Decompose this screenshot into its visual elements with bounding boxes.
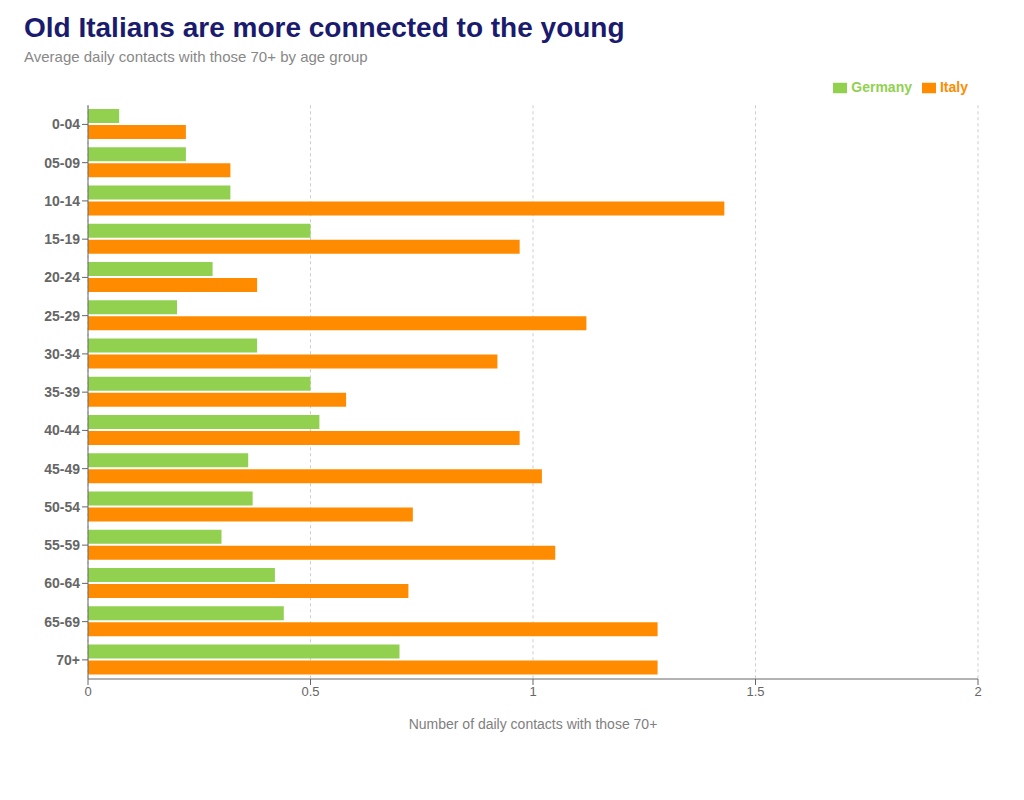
svg-text:50-54: 50-54 bbox=[44, 499, 80, 515]
html-text:Italy: Italy bbox=[940, 79, 968, 95]
svg-text:20-24: 20-24 bbox=[44, 269, 80, 285]
svg-text:05-09: 05-09 bbox=[44, 155, 80, 171]
svg-text:1: 1 bbox=[529, 684, 536, 699]
html-text:Germany: Germany bbox=[851, 79, 912, 95]
svg-text:0: 0 bbox=[84, 684, 91, 699]
svg-text:55-59: 55-59 bbox=[44, 537, 80, 553]
html-text:Old Italians are more connecte: Old Italians are more connected to the y… bbox=[24, 12, 625, 43]
svg-text:60-64: 60-64 bbox=[44, 575, 80, 591]
svg-text:15-19: 15-19 bbox=[44, 231, 80, 247]
html-text:Average daily contacts with th: Average daily contacts with those 70+ by… bbox=[24, 48, 368, 65]
svg-text:40-44: 40-44 bbox=[44, 422, 80, 438]
svg-text:70+: 70+ bbox=[56, 652, 80, 668]
svg-text:2: 2 bbox=[974, 684, 981, 699]
svg-text:10-14: 10-14 bbox=[44, 193, 80, 209]
svg-text:1.5: 1.5 bbox=[746, 684, 764, 699]
svg-text:0.5: 0.5 bbox=[301, 684, 319, 699]
svg-text:30-34: 30-34 bbox=[44, 346, 80, 362]
svg-text:35-39: 35-39 bbox=[44, 384, 80, 400]
svg-text:45-49: 45-49 bbox=[44, 461, 80, 477]
svg-text:25-29: 25-29 bbox=[44, 308, 80, 324]
svg-text:0-04: 0-04 bbox=[52, 116, 80, 132]
svg-text:65-69: 65-69 bbox=[44, 614, 80, 630]
svg-text:Number of daily contacts with: Number of daily contacts with those 70+ bbox=[409, 716, 658, 732]
